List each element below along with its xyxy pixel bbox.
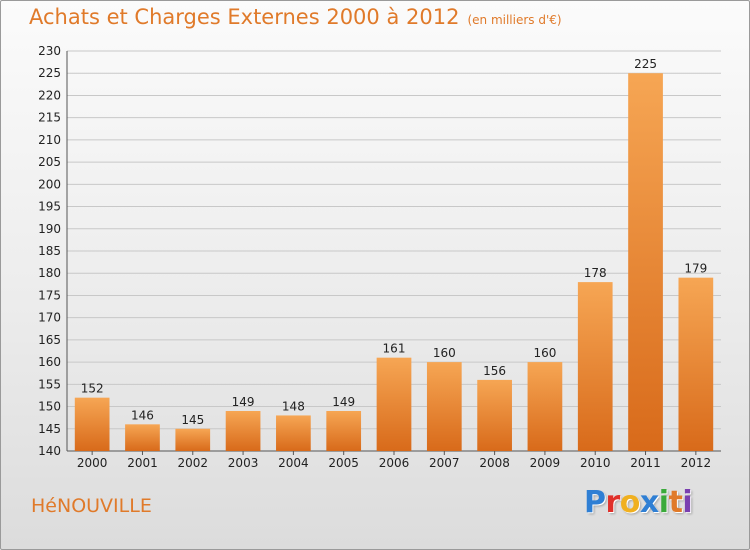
bar: [125, 424, 160, 451]
y-tick-label: 160: [38, 355, 61, 369]
logo-letter: i: [682, 485, 693, 520]
data-label: 178: [584, 266, 607, 280]
bar: [577, 282, 613, 451]
x-tick-label: 2008: [479, 456, 510, 470]
bar: [376, 357, 412, 451]
y-tick-label: 150: [38, 400, 61, 414]
bar: [276, 415, 311, 451]
chart-title: Achats et Charges Externes 2000 à 2012 (e…: [29, 5, 562, 29]
x-tick-label: 2011: [630, 456, 661, 470]
x-tick-label: 2009: [530, 456, 561, 470]
logo-letter: o: [619, 485, 641, 520]
logo-letter: r: [605, 485, 621, 520]
logo-letter: P: [584, 485, 606, 520]
logo-letter: x: [639, 485, 659, 520]
bar: [678, 277, 714, 451]
bar: [628, 73, 663, 451]
y-tick-label: 200: [38, 177, 61, 191]
y-tick-label: 180: [38, 266, 61, 280]
y-tick-label: 190: [38, 222, 61, 236]
x-tick-label: 2010: [580, 456, 611, 470]
x-tick-label: 2005: [328, 456, 359, 470]
data-label: 161: [383, 342, 406, 356]
x-tick-label: 2007: [429, 456, 460, 470]
logo-letter: i: [658, 485, 669, 520]
x-tick-label: 2001: [127, 456, 158, 470]
data-label: 148: [282, 399, 305, 413]
y-tick-label: 185: [38, 244, 61, 258]
chart-title-text: Achats et Charges Externes 2000 à 2012: [29, 5, 460, 29]
y-tick-label: 205: [38, 155, 61, 169]
y-tick-label: 210: [38, 133, 61, 147]
y-tick-label: 175: [38, 288, 61, 302]
proxiti-logo: Proxiti: [584, 485, 693, 520]
chart-subtitle: (en milliers d'€): [467, 13, 562, 27]
y-tick-label: 155: [38, 377, 61, 391]
y-tick-label: 165: [38, 333, 61, 347]
data-label: 179: [684, 262, 707, 276]
data-label: 156: [483, 364, 506, 378]
bar: [225, 411, 261, 451]
x-tick-label: 2004: [278, 456, 309, 470]
data-label: 149: [232, 395, 255, 409]
logo-letter: t: [668, 485, 683, 520]
city-name: HéNOUVILLE: [31, 495, 152, 517]
y-tick-label: 225: [38, 66, 61, 80]
y-tick-label: 145: [38, 422, 61, 436]
x-tick-label: 2000: [77, 456, 108, 470]
bar: [527, 362, 563, 451]
data-label: 149: [332, 395, 355, 409]
x-tick-label: 2003: [228, 456, 259, 470]
bar: [426, 362, 462, 451]
y-tick-label: 170: [38, 311, 61, 325]
bar: [326, 411, 362, 451]
data-label: 152: [81, 382, 104, 396]
bar: [74, 397, 110, 451]
y-tick-label: 195: [38, 200, 61, 214]
x-tick-label: 2006: [379, 456, 410, 470]
bar: [175, 428, 211, 451]
data-label: 160: [533, 346, 556, 360]
x-tick-label: 2002: [177, 456, 208, 470]
bar: [477, 379, 512, 451]
x-tick-label: 2012: [681, 456, 712, 470]
data-label: 225: [634, 57, 657, 71]
data-label: 146: [131, 408, 154, 422]
y-tick-label: 215: [38, 111, 61, 125]
data-label: 160: [433, 346, 456, 360]
data-label: 145: [181, 413, 204, 427]
y-tick-label: 140: [38, 444, 61, 458]
y-tick-label: 220: [38, 88, 61, 102]
y-tick-label: 230: [38, 44, 61, 58]
